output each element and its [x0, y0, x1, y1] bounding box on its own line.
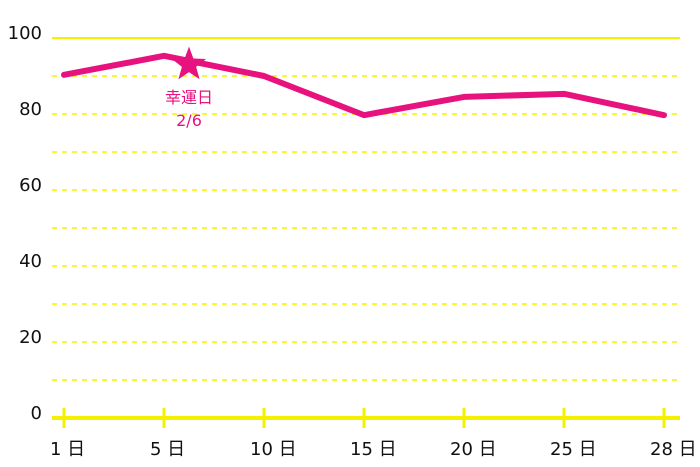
x-tick-label: 5 日 [150, 439, 185, 460]
y-tick-label: 0 [31, 403, 42, 424]
y-tick-label: 40 [19, 251, 42, 272]
annotation-star [171, 46, 207, 80]
y-tick-label: 60 [19, 175, 42, 196]
y-tick-label: 80 [19, 99, 42, 120]
y-tick-label: 20 [19, 327, 42, 348]
x-tick-label: 25 日 [550, 439, 597, 460]
annotation-label: 幸運日 [165, 88, 213, 107]
line [61, 52, 667, 119]
x-tick-label: 10 日 [250, 439, 297, 460]
y-tick-label: 100 [8, 23, 42, 44]
x-tick-label: 28 日 [650, 439, 697, 460]
x-tick-label: 20 日 [450, 439, 497, 460]
x-tick-label: 1 日 [50, 439, 85, 460]
x-tick-label: 15 日 [350, 439, 397, 460]
annotation-date: 2/6 [176, 111, 202, 130]
